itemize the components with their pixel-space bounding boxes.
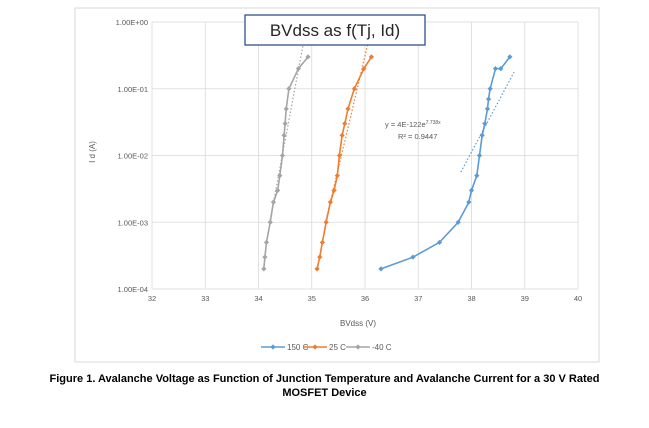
data-point [476,152,483,159]
caption-line-2: MOSFET Device [282,387,367,399]
data-point [351,86,357,92]
data-point [410,254,416,260]
data-point [345,106,351,112]
data-point [378,266,384,272]
legend-item: -40 C [346,343,392,352]
data-point [314,266,320,272]
trendline-r-squared: R² = 0.9447 [398,132,437,141]
data-point [331,187,337,194]
data-point [279,152,286,159]
data-point [474,172,480,179]
x-tick-label: 40 [574,294,582,303]
y-tick-label: 1.00E+00 [116,18,148,27]
figure-caption: Figure 1. Avalanche Voltage as Function … [0,372,649,400]
data-point [336,152,343,159]
legend-item: 25 C [303,343,346,352]
data-point [339,132,345,139]
chart-frame [74,7,600,363]
data-point [267,219,273,225]
data-point [295,66,302,72]
series-40-c [261,54,311,272]
data-point [286,86,292,92]
y-tick-label: 1.00E-03 [118,218,148,227]
axis-ticks: 32 33 34 35 36 37 38 39 40 1.00E-04 1.00E-03 1.00E-… [116,18,583,303]
data-point [479,132,485,139]
legend-item: 150 C [261,343,309,352]
legend-label: 25 C [329,343,346,352]
data-point [261,266,267,272]
data-point [305,54,311,60]
data-point [482,121,488,127]
data-point [368,54,374,60]
data-point [270,199,277,205]
series-line [380,56,511,270]
data-point [361,66,367,72]
legend: 150 C 25 C -40 C [261,343,392,352]
series-150-c [378,54,513,272]
series-line [263,56,309,269]
legend-label: -40 C [372,343,392,352]
legend-marker [270,344,276,350]
data-point [319,239,325,245]
trendline-150-c [460,71,515,173]
x-tick-label: 33 [201,294,209,303]
data-point [283,106,289,112]
trendline-25-c [325,42,369,221]
series-25-c [314,54,374,272]
data-point [507,54,513,60]
series [261,54,513,272]
data-point [317,254,323,260]
legend-marker [355,344,361,350]
x-tick-label: 38 [467,294,475,303]
data-point [436,239,443,245]
data-point [262,254,268,260]
data-point [327,199,333,205]
y-tick-label: 1.00E-01 [118,85,148,94]
data-point [466,199,472,205]
data-point [281,132,287,139]
trendline-equation: y = 4E-122e7.738x [385,120,441,129]
legend-marker [312,344,318,350]
series-line [316,56,373,270]
data-point [485,96,492,102]
x-tick-label: 32 [148,294,156,303]
x-tick-label: 36 [361,294,369,303]
data-point [484,106,491,112]
data-point [455,219,461,225]
data-point [277,172,283,179]
data-point [498,66,504,72]
x-tick-label: 34 [254,294,262,303]
chart-title: BVdss as f(Tj, Id) [270,21,400,40]
data-point [263,239,270,245]
x-axis-title: BVdss (V) [340,319,376,328]
data-point [487,86,493,92]
y-tick-label: 1.00E-04 [118,285,148,294]
y-tick-label: 1.00E-02 [118,152,148,161]
title-box [244,14,426,46]
x-tick-label: 39 [521,294,529,303]
caption-line-1: Figure 1. Avalanche Voltage as Function … [49,373,600,385]
legend-label: 150 C [287,343,309,352]
data-point [468,187,475,194]
data-point [342,121,348,127]
data-point [275,187,281,194]
x-tick-label: 35 [308,294,316,303]
data-point [334,172,340,179]
data-point [323,219,329,225]
y-axis-title: I d (A) [88,141,97,163]
x-tick-label: 37 [414,294,422,303]
data-point [492,66,499,72]
data-point [282,121,288,127]
